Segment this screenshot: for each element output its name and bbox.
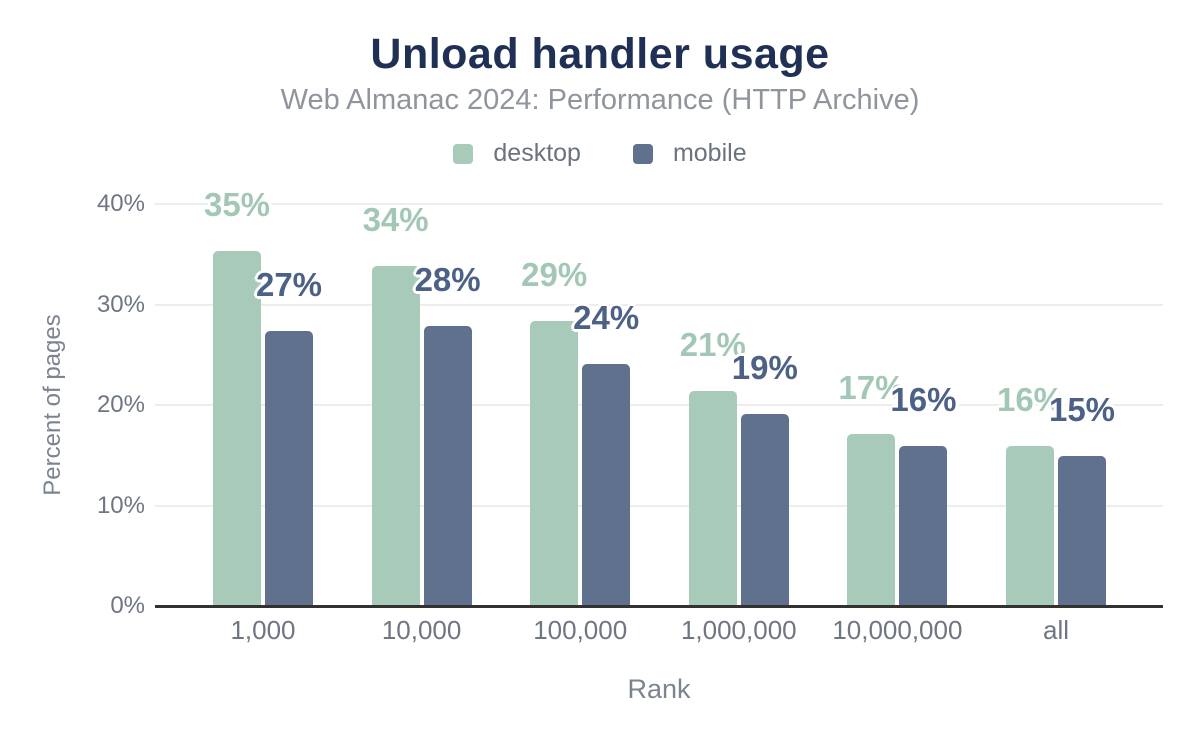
bar-desktop-100000[interactable]	[530, 320, 579, 606]
value-label-mobile-all: 15%	[1048, 391, 1116, 429]
x-tick-1000: 1,000	[230, 615, 296, 645]
bar-mobile-all[interactable]	[1058, 456, 1106, 606]
value-label-desktop-all: 16%	[996, 381, 1064, 419]
bar-desktop-10000000[interactable]	[847, 434, 896, 606]
value-label-desktop-10000000: 17%	[838, 369, 905, 407]
bar-desktop-all[interactable]	[1006, 446, 1054, 606]
gridline-20pct	[155, 404, 1163, 406]
gridline-40pct	[155, 203, 1163, 205]
bar-desktop-1000000[interactable]	[688, 390, 737, 606]
bar-mobile-1000[interactable]	[265, 330, 313, 606]
y-tick-10: 10%	[96, 491, 145, 519]
value-label-mobile-1000000: 19%	[731, 349, 798, 387]
chart-legend: desktop mobile	[0, 139, 1200, 168]
legend-item-desktop[interactable]: desktop	[453, 139, 581, 168]
chart-subtitle: Web Almanac 2024: Performance (HTTP Arch…	[280, 84, 920, 116]
x-tick-10000000: 10,000,000	[832, 615, 963, 645]
value-label-desktop-100000: 29%	[521, 255, 588, 293]
value-label-desktop-10000: 34%	[362, 201, 429, 239]
bar-mobile-10000[interactable]	[423, 325, 472, 606]
gridline-30pct	[155, 303, 1163, 306]
legend-item-mobile[interactable]: mobile	[632, 139, 747, 168]
y-tick-40: 40%	[96, 190, 145, 217]
bar-mobile-100000[interactable]	[582, 363, 631, 606]
value-label-mobile-1000: 27%	[255, 265, 323, 303]
bar-mobile-10000000[interactable]	[899, 446, 948, 606]
value-label-desktop-1000: 35%	[203, 186, 271, 224]
y-axis-title: Percent of pages	[39, 314, 66, 496]
legend-swatch-desktop	[453, 143, 474, 164]
value-label-mobile-10000000: 16%	[890, 381, 957, 419]
gridline-10pct	[155, 504, 1163, 507]
x-axis-line	[155, 605, 1163, 608]
x-tick-10000: 10,000	[381, 615, 462, 645]
legend-label-desktop: desktop	[493, 139, 581, 167]
legend-label-mobile: mobile	[672, 139, 747, 167]
x-tick-100000: 100,000	[533, 615, 628, 645]
x-tick-all: all	[1042, 615, 1069, 645]
y-tick-30: 30%	[96, 290, 145, 318]
value-label-mobile-100000: 24%	[573, 298, 640, 336]
x-tick-1000000: 1,000,000	[680, 615, 797, 645]
bar-desktop-10000[interactable]	[371, 266, 420, 606]
y-tick-0: 0%	[110, 592, 145, 619]
chart-title: Unload handler usage	[370, 30, 830, 78]
legend-swatch-mobile	[632, 143, 653, 164]
x-axis-title: Rank	[627, 674, 691, 704]
value-label-mobile-10000: 28%	[414, 260, 481, 298]
bar-desktop-1000[interactable]	[213, 251, 261, 606]
value-label-desktop-1000000: 21%	[679, 325, 746, 363]
y-tick-20: 20%	[96, 391, 145, 418]
bar-mobile-1000000[interactable]	[740, 414, 789, 606]
